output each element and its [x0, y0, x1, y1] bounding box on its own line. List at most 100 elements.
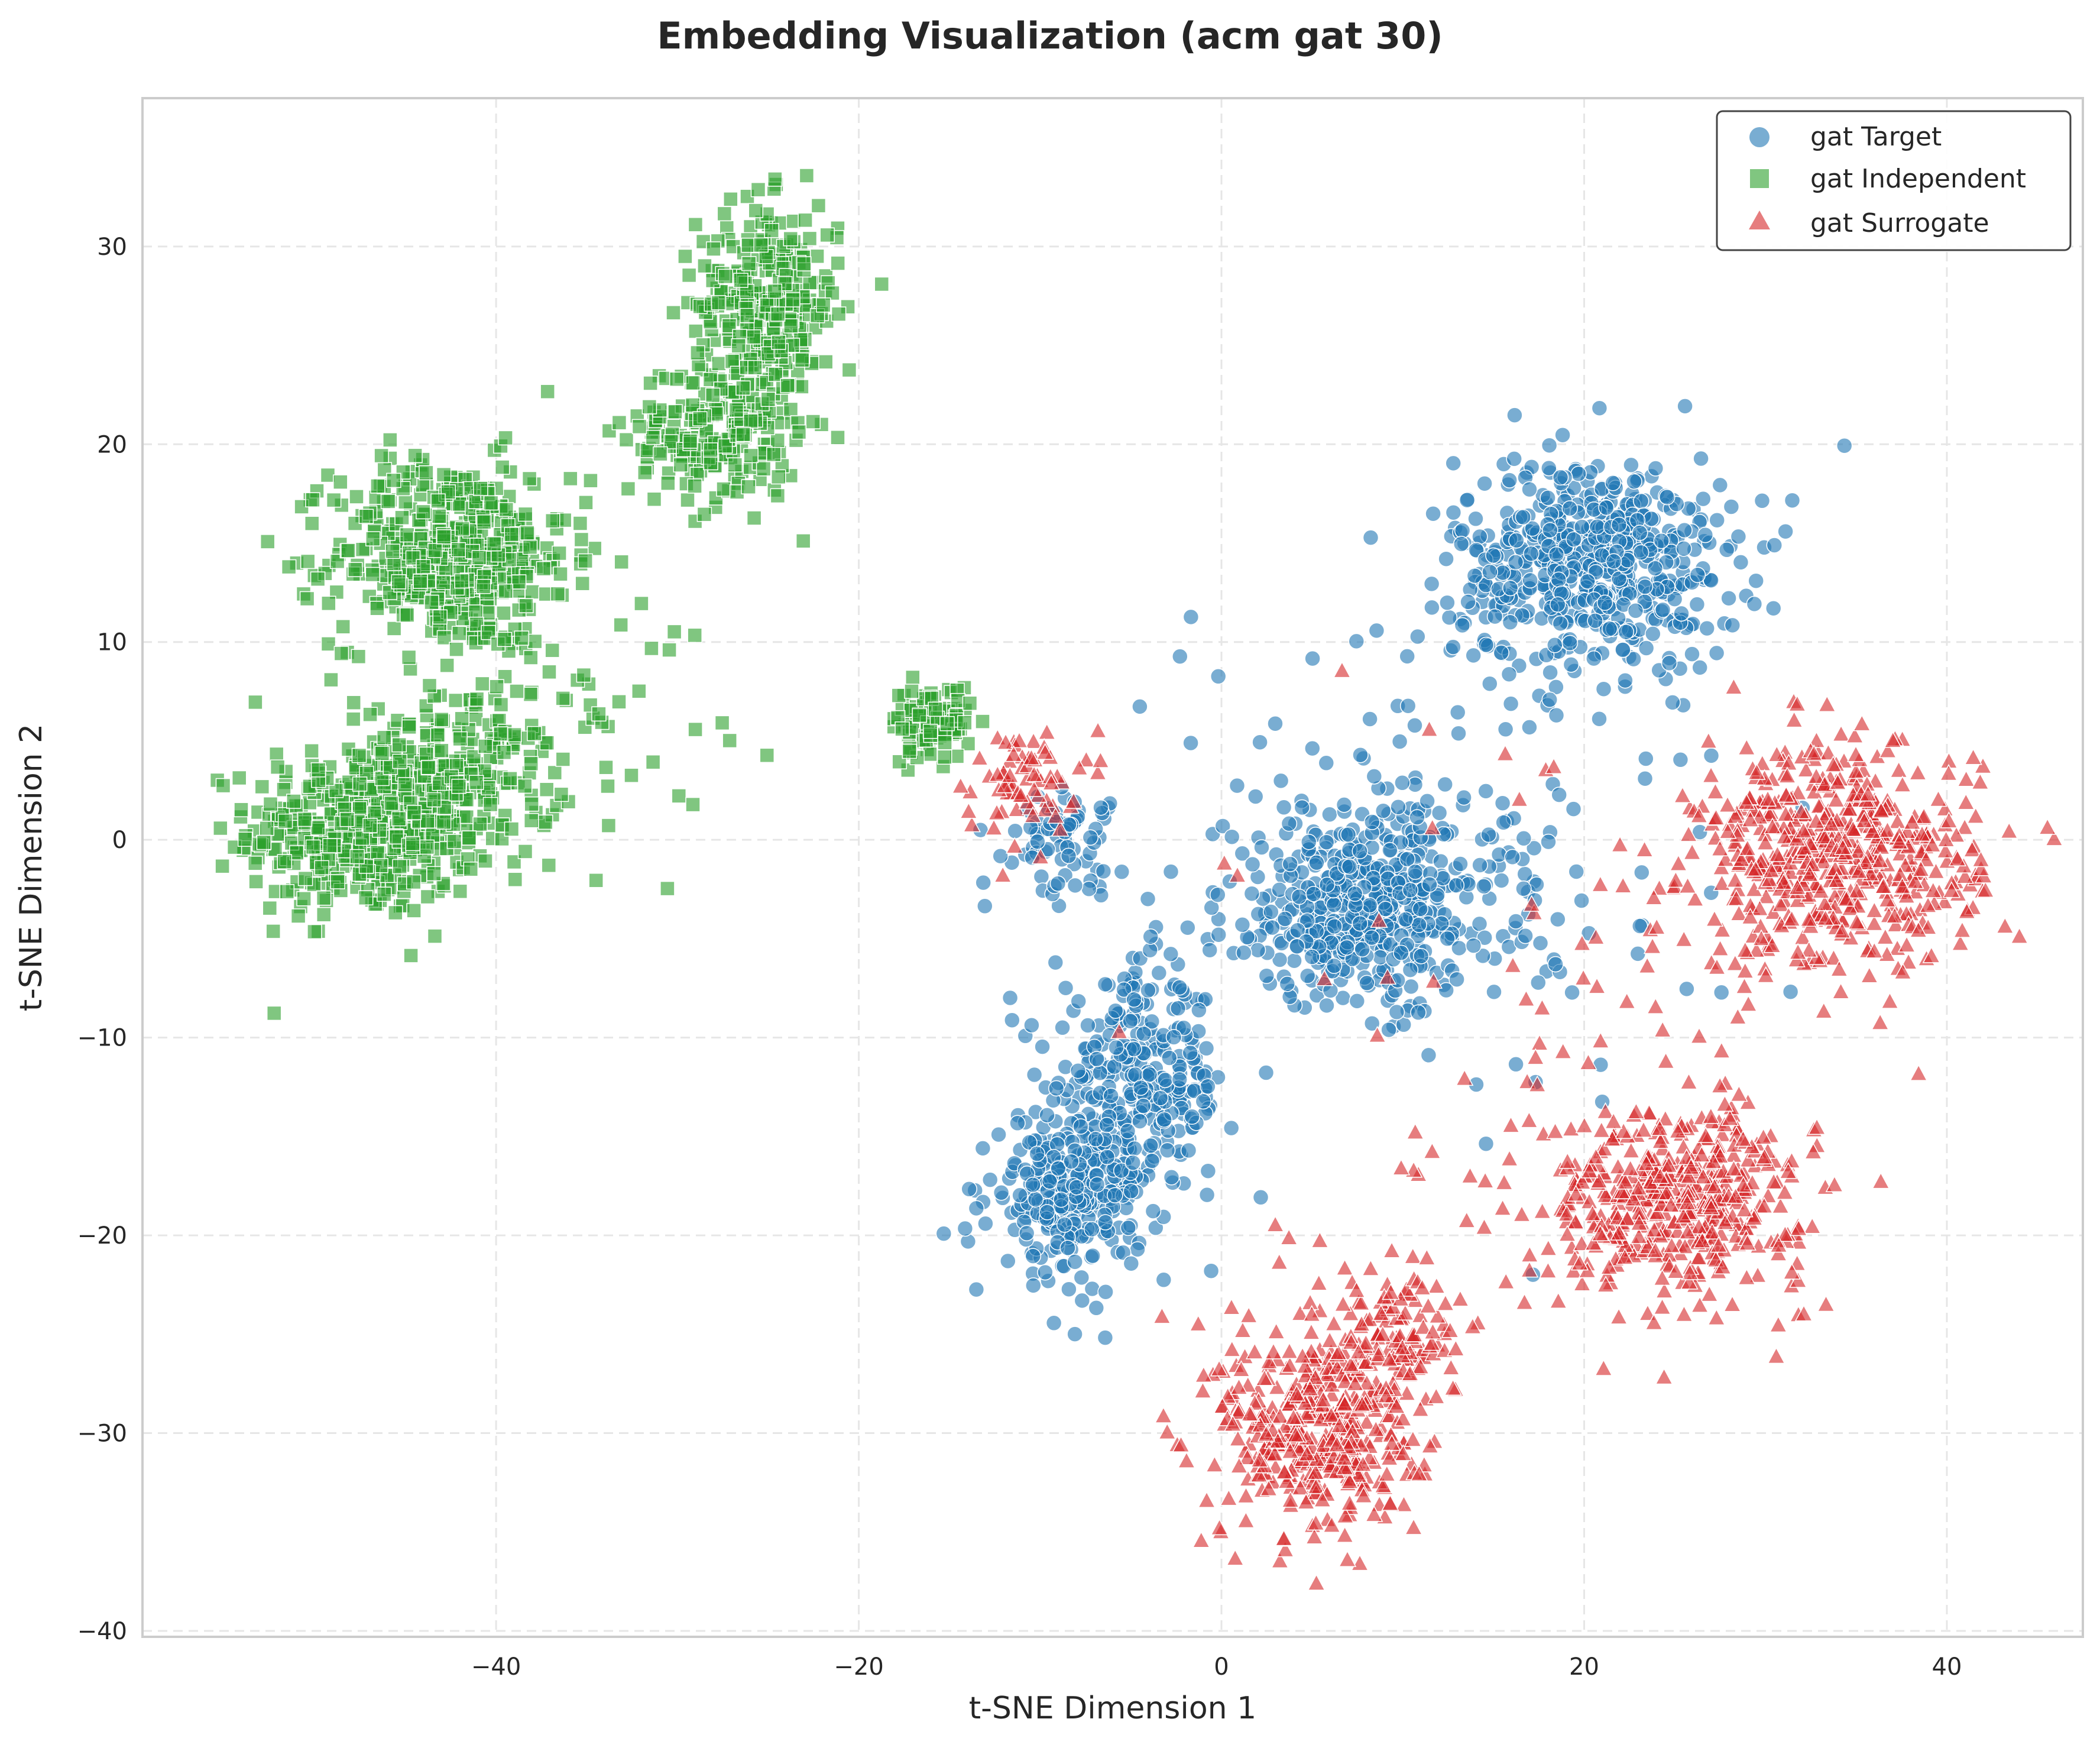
data-point: [1610, 516, 1628, 533]
data-point: [432, 509, 447, 524]
data-point: [1782, 983, 1799, 1000]
data-point: [891, 688, 907, 703]
data-point: [743, 413, 759, 429]
data-point: [770, 432, 786, 448]
data-point: [1108, 1039, 1124, 1056]
data-point: [1524, 520, 1541, 537]
data-point: [1087, 1131, 1104, 1148]
data-point: [436, 529, 452, 545]
data-point: [1433, 853, 1449, 870]
data-point: [1542, 522, 1558, 539]
data-point: [611, 415, 627, 430]
data-point: [1542, 664, 1558, 681]
data-point: [743, 448, 759, 464]
data-point: [1504, 849, 1521, 866]
data-point: [741, 237, 756, 253]
data-point: [1541, 459, 1557, 477]
data-point: [373, 858, 388, 873]
data-point: [747, 360, 763, 376]
data-point: [641, 399, 657, 415]
data-point: [1412, 901, 1428, 917]
data-point: [1508, 1056, 1524, 1073]
data-point: [1482, 675, 1498, 692]
data-point: [1135, 1025, 1152, 1042]
data-point: [702, 442, 718, 458]
data-point: [1352, 843, 1368, 860]
data-point: [1632, 544, 1649, 561]
data-point: [1636, 578, 1654, 595]
data-point: [1431, 804, 1448, 821]
data-point: [436, 814, 452, 830]
data-point: [405, 836, 420, 852]
data-point: [1471, 915, 1488, 933]
data-point: [1467, 510, 1484, 527]
data-point: [1048, 1080, 1065, 1097]
data-point: [1070, 993, 1087, 1009]
data-point: [760, 391, 776, 407]
data-point: [819, 227, 835, 243]
data-point: [1412, 948, 1430, 964]
data-point: [1627, 603, 1644, 619]
data-point: [1506, 451, 1522, 467]
data-point: [1409, 628, 1426, 645]
data-point: [682, 433, 698, 449]
data-point: [936, 749, 952, 765]
data-point: [268, 746, 284, 762]
data-point: [248, 874, 264, 889]
data-point: [1495, 814, 1512, 831]
data-point: [517, 844, 533, 859]
data-point: [660, 475, 676, 491]
data-point: [1095, 863, 1112, 880]
data-point: [349, 849, 365, 865]
data-point: [666, 624, 682, 640]
data-point: [523, 813, 539, 828]
data-point: [1291, 888, 1308, 905]
data-point: [1746, 595, 1763, 613]
data-point: [1276, 911, 1294, 927]
data-point: [1061, 1281, 1077, 1297]
data-point: [1025, 1176, 1041, 1193]
data-point: [1626, 473, 1642, 490]
data-point: [1515, 881, 1532, 897]
data-point: [503, 771, 518, 786]
data-point: [478, 739, 493, 754]
data-point: [783, 231, 799, 247]
data-point: [1301, 833, 1317, 850]
data-point: [1063, 1153, 1080, 1170]
data-point: [1605, 553, 1622, 569]
data-point: [1018, 1225, 1035, 1242]
data-point: [330, 874, 345, 889]
data-point: [504, 527, 520, 542]
data-point: [830, 255, 845, 271]
data-point: [522, 539, 538, 555]
data-point: [446, 834, 462, 849]
series-circle: [935, 398, 1853, 1346]
series-square: [209, 168, 990, 1021]
data-point: [536, 561, 552, 577]
data-point: [771, 335, 786, 350]
data-point: [296, 891, 312, 907]
data-point: [1304, 949, 1320, 966]
data-point: [1493, 644, 1509, 661]
data-point: [524, 584, 540, 600]
data-point: [666, 305, 681, 321]
data-point: [1126, 991, 1142, 1008]
data-point: [469, 691, 485, 707]
data-point: [1579, 573, 1596, 590]
data-point: [1402, 882, 1419, 899]
data-point: [419, 465, 434, 481]
data-point: [385, 543, 400, 559]
data-point: [507, 872, 523, 888]
data-point: [1570, 465, 1587, 483]
data-point: [1091, 1064, 1109, 1082]
data-point: [475, 676, 490, 692]
data-point: [1521, 481, 1538, 498]
data-point: [1552, 469, 1569, 486]
data-point: [586, 540, 602, 556]
data-point: [430, 727, 446, 743]
data-point: [1424, 599, 1440, 616]
data-point: [1045, 1315, 1062, 1332]
data-point: [299, 591, 315, 607]
data-point: [1530, 974, 1547, 991]
data-point: [669, 371, 685, 387]
